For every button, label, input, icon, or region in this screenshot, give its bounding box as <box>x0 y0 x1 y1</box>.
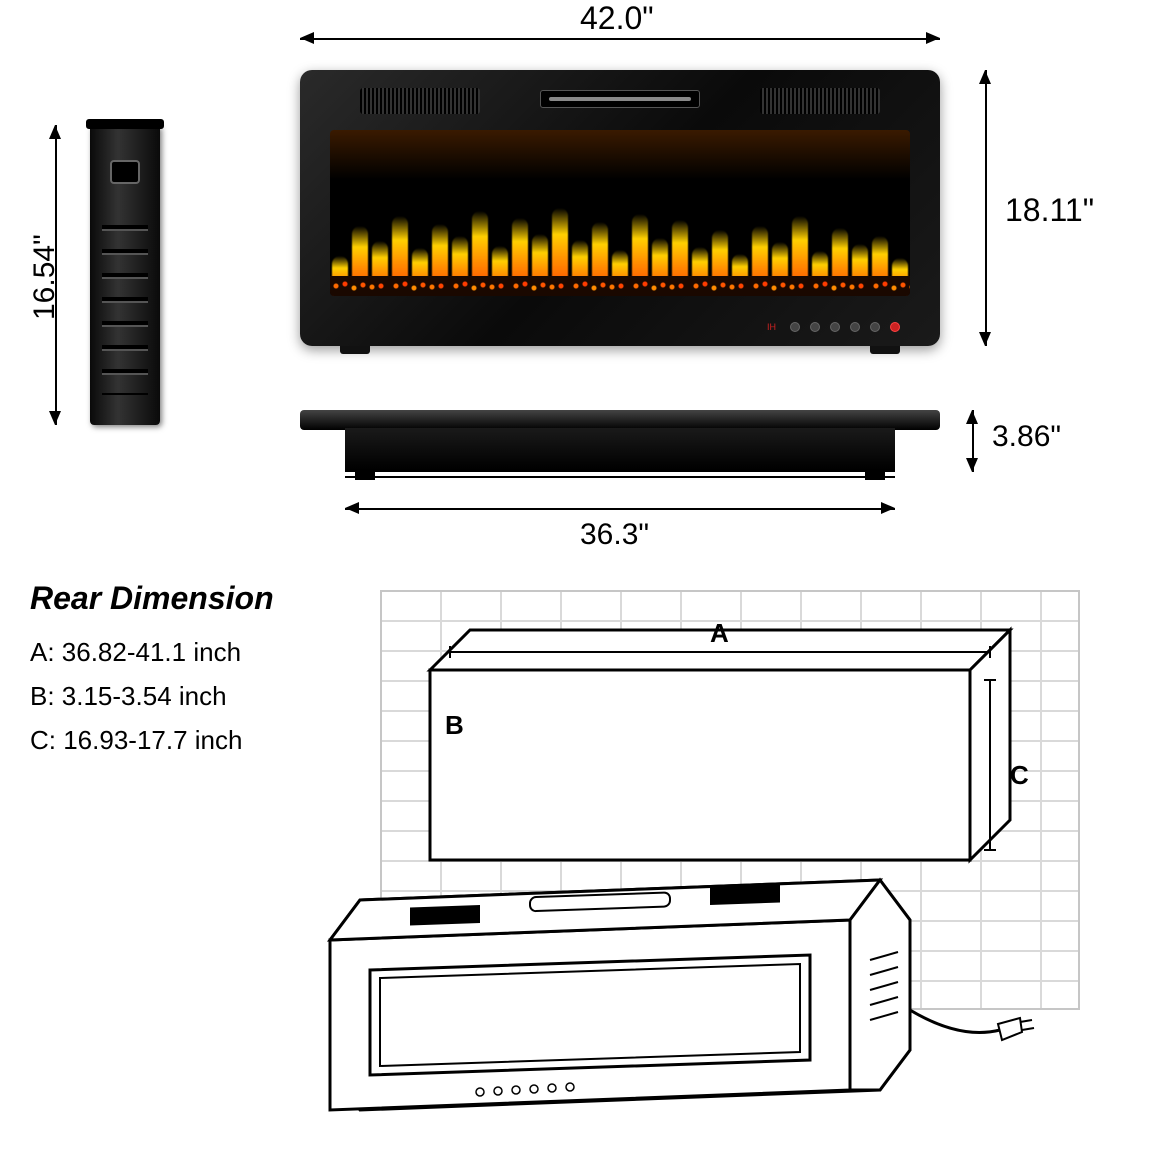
fireplace-top-view-body <box>345 428 895 472</box>
side-height-label: 16.54" <box>28 234 62 320</box>
control-panel: IH <box>767 322 900 332</box>
control-button-icon <box>830 322 840 332</box>
rear-spec-b: B: 3.15-3.54 inch <box>30 674 242 718</box>
side-vent-slots-icon <box>102 215 148 395</box>
height-arrow-line <box>985 70 987 346</box>
arrow-head-icon <box>966 458 978 472</box>
label-b: B <box>445 710 464 741</box>
arrow-head-icon <box>300 32 314 44</box>
label-c: C <box>1010 760 1029 791</box>
rear-dimension-specs: A: 36.82-41.1 inch B: 3.15-3.54 inch C: … <box>30 630 242 763</box>
control-button-icon <box>810 322 820 332</box>
control-button-icon <box>790 322 800 332</box>
side-handle-icon <box>110 160 140 184</box>
foot-icon <box>870 346 900 354</box>
wall-opening-diagram: A B C <box>430 630 1010 860</box>
topview-width-arrow <box>345 508 895 510</box>
fireplace-top-view-glass <box>300 410 940 430</box>
fireplace-front-view: IH <box>300 70 940 346</box>
rear-spec-c: C: 16.93-17.7 inch <box>30 718 242 762</box>
installation-diagram: A B C <box>300 570 1140 1150</box>
flame-window <box>330 130 910 296</box>
arrow-head-icon <box>979 332 991 346</box>
control-button-icon <box>850 322 860 332</box>
vent-grille-icon <box>360 88 480 114</box>
ember-bed <box>330 276 910 296</box>
foot-icon <box>340 346 370 354</box>
arrow-head-icon <box>979 70 991 84</box>
topview-width-label: 36.3" <box>580 518 649 552</box>
power-button-icon <box>890 322 900 332</box>
height-label: 18.11" <box>1005 192 1094 229</box>
heater-slot-icon <box>540 90 700 108</box>
arrow-head-icon <box>49 411 61 425</box>
indicator-text: IH <box>767 322 776 332</box>
rear-dimension-title: Rear Dimension <box>30 580 274 617</box>
arrow-head-icon <box>966 410 978 424</box>
topview-depth-label: 3.86" <box>992 420 1061 454</box>
foot-icon <box>865 470 885 480</box>
arrow-head-icon <box>345 502 359 514</box>
fireplace-side-view <box>90 125 160 425</box>
vent-grille-icon <box>760 88 880 114</box>
arrow-head-icon <box>926 32 940 44</box>
width-label: 42.0" <box>580 0 654 37</box>
width-arrow-line <box>300 38 940 40</box>
label-a: A <box>710 618 729 649</box>
rear-spec-a: A: 36.82-41.1 inch <box>30 630 242 674</box>
fireplace-axon-diagram <box>280 840 980 1140</box>
foot-icon <box>355 470 375 480</box>
control-button-icon <box>870 322 880 332</box>
arrow-head-icon <box>881 502 895 514</box>
arrow-head-icon <box>49 125 61 139</box>
